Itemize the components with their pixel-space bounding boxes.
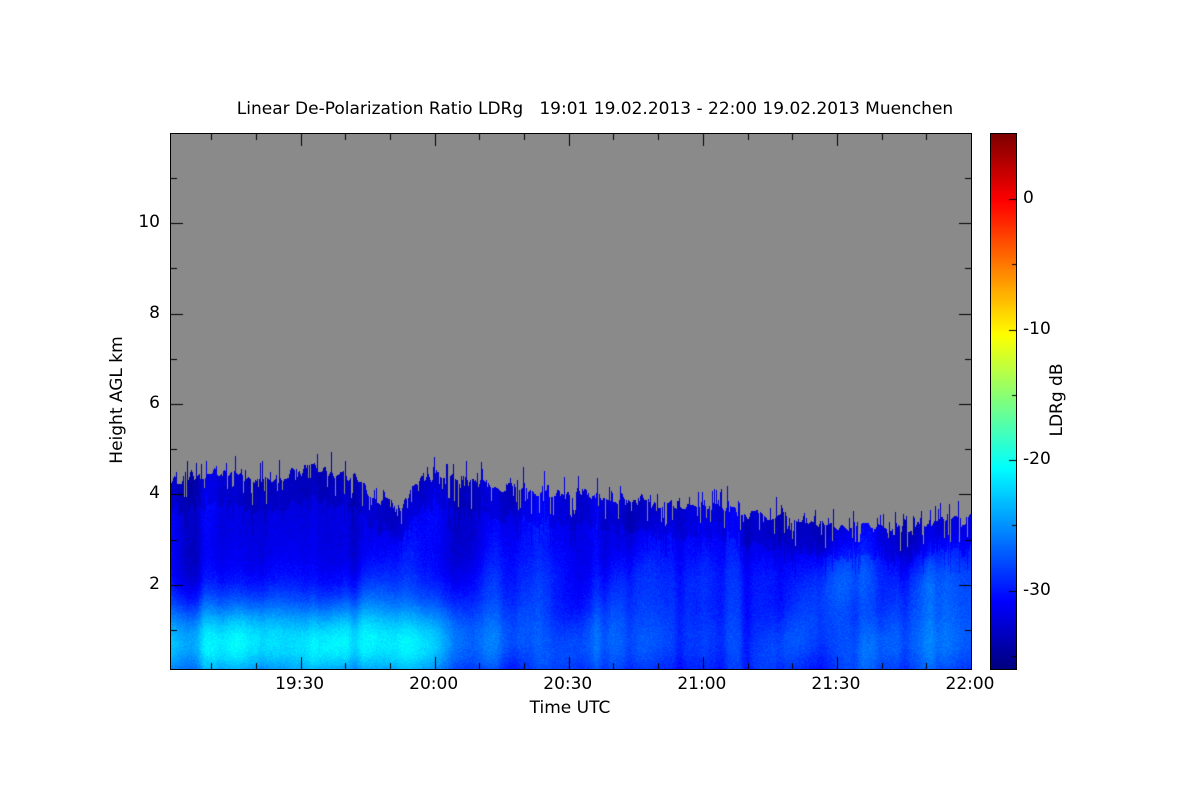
colorbar-tick-label: -30: [1023, 579, 1051, 600]
x-tick-label: 21:00: [677, 674, 727, 694]
y-tick-label: 8: [149, 302, 160, 323]
colorbar-canvas: [991, 134, 1016, 669]
colorbar-tick-label: 0: [1023, 188, 1034, 209]
x-tick-label: 20:00: [409, 674, 459, 694]
heatmap-canvas: [171, 134, 971, 669]
y-tick-label: 4: [149, 483, 160, 504]
x-tick-label: 20:30: [543, 674, 593, 694]
y-tick-label: 2: [149, 573, 160, 594]
colorbar: [990, 133, 1017, 670]
x-tick-label: 19:30: [275, 674, 325, 694]
x-tick-label: 21:30: [811, 674, 861, 694]
x-tick-label: 22:00: [945, 674, 995, 694]
plot-area: [170, 133, 972, 670]
colorbar-tick-label: -10: [1023, 318, 1051, 339]
colorbar-tick-label: -20: [1023, 449, 1051, 470]
colorbar-label: LDRg dB: [1047, 363, 1067, 437]
chart-title: Linear De-Polarization Ratio LDRg 19:01 …: [236, 99, 954, 119]
y-tick-label: 6: [149, 392, 160, 413]
x-axis-label: Time UTC: [529, 698, 611, 718]
y-tick-label: 10: [138, 212, 160, 233]
